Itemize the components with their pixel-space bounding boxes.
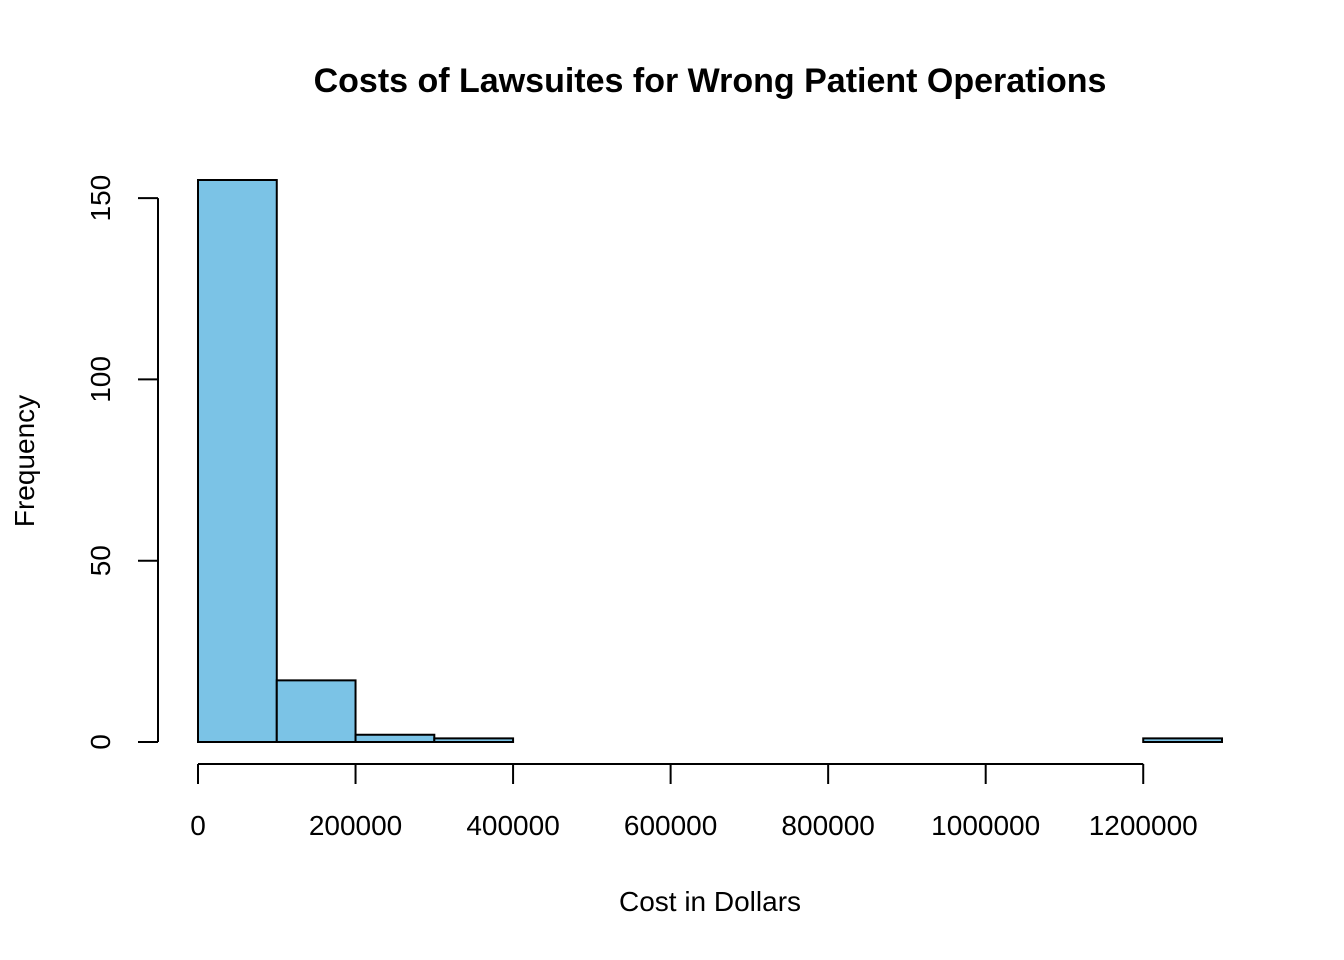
histogram-bar bbox=[354, 733, 436, 744]
x-axis: 0 200000 400000 600000 800000 1000000 1200000 bbox=[190, 763, 1198, 841]
x-tick-label: 400000 bbox=[466, 810, 559, 841]
histogram-bar bbox=[275, 679, 357, 743]
histogram-bar bbox=[1142, 737, 1223, 744]
x-tick-label: 0 bbox=[190, 810, 206, 841]
y-axis: 0 50 100 150 bbox=[85, 175, 159, 750]
x-tick-label: 1200000 bbox=[1089, 810, 1198, 841]
histogram-bar bbox=[197, 179, 278, 743]
x-tick-label: 800000 bbox=[781, 810, 874, 841]
y-tick-label: 0 bbox=[85, 734, 116, 750]
x-tick-label: 1000000 bbox=[931, 810, 1040, 841]
x-tick-label: 600000 bbox=[624, 810, 717, 841]
y-axis-label: Frequency bbox=[9, 395, 40, 527]
x-tick-label: 200000 bbox=[309, 810, 402, 841]
x-axis-label: Cost in Dollars bbox=[619, 886, 801, 917]
y-tick-label: 150 bbox=[85, 175, 116, 222]
chart-title: Costs of Lawsuites for Wrong Patient Ope… bbox=[314, 62, 1107, 100]
bars-group bbox=[197, 179, 1223, 744]
histogram-bar bbox=[433, 737, 515, 744]
y-tick-label: 50 bbox=[85, 545, 116, 576]
y-tick-label: 100 bbox=[85, 356, 116, 403]
